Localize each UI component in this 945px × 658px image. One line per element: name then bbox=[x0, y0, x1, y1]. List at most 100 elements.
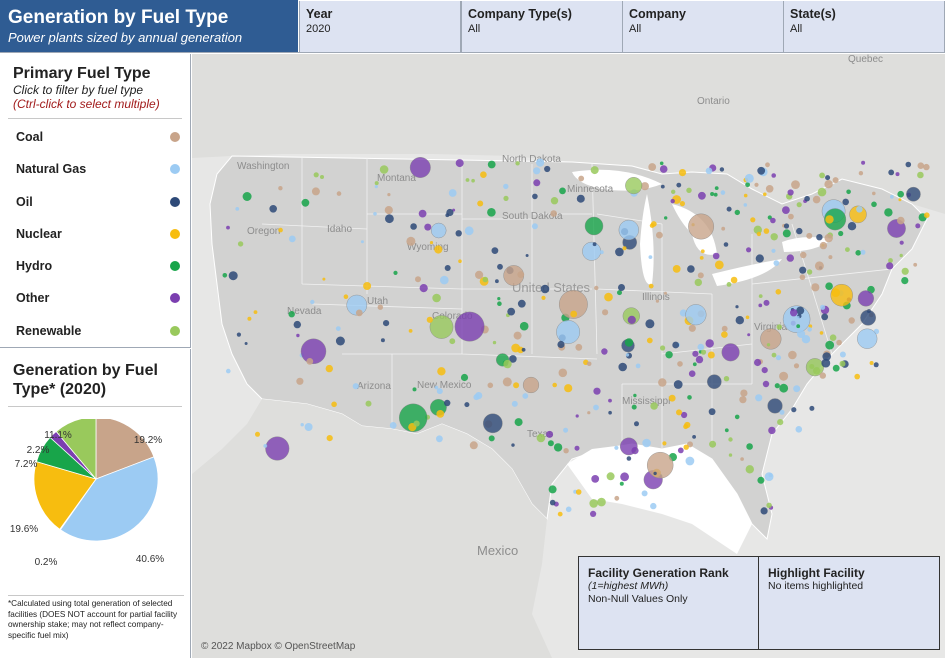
power-plant-marker[interactable] bbox=[899, 240, 904, 245]
power-plant-marker[interactable] bbox=[434, 385, 439, 390]
power-plant-marker[interactable] bbox=[591, 475, 600, 483]
power-plant-marker[interactable] bbox=[825, 282, 833, 290]
power-plant-marker[interactable] bbox=[418, 209, 427, 218]
power-plant-marker[interactable] bbox=[458, 259, 462, 263]
power-plant-marker[interactable] bbox=[647, 452, 674, 479]
power-plant-marker[interactable] bbox=[590, 166, 599, 175]
power-plant-marker[interactable] bbox=[809, 405, 815, 411]
power-plant-marker[interactable] bbox=[587, 411, 591, 415]
power-plant-marker[interactable] bbox=[608, 410, 612, 415]
power-plant-marker[interactable] bbox=[511, 343, 521, 353]
power-plant-marker[interactable] bbox=[393, 270, 398, 275]
company-filter-value[interactable]: All bbox=[629, 23, 642, 35]
power-plant-marker[interactable] bbox=[861, 160, 866, 165]
power-plant-marker[interactable] bbox=[487, 382, 494, 389]
power-plant-marker[interactable] bbox=[437, 367, 446, 376]
power-plant-marker[interactable] bbox=[719, 167, 725, 172]
power-plant-marker[interactable] bbox=[821, 358, 831, 368]
power-plant-marker[interactable] bbox=[860, 249, 866, 255]
power-plant-marker[interactable] bbox=[775, 289, 782, 295]
power-plant-marker[interactable] bbox=[809, 364, 815, 369]
power-plant-marker[interactable] bbox=[771, 173, 776, 178]
power-plant-marker[interactable] bbox=[745, 315, 750, 320]
power-plant-marker[interactable] bbox=[444, 399, 451, 407]
power-plant-marker[interactable] bbox=[869, 361, 874, 365]
power-plant-marker[interactable] bbox=[782, 229, 791, 238]
power-plant-marker[interactable] bbox=[685, 304, 707, 326]
power-plant-marker[interactable] bbox=[712, 252, 720, 260]
power-plant-marker[interactable] bbox=[415, 276, 421, 283]
power-plant-marker[interactable] bbox=[495, 279, 499, 284]
power-plant-marker[interactable] bbox=[426, 316, 433, 323]
power-plant-marker[interactable] bbox=[618, 284, 625, 291]
power-plant-marker[interactable] bbox=[812, 195, 821, 204]
power-plant-marker[interactable] bbox=[455, 230, 462, 237]
power-plant-marker[interactable] bbox=[899, 253, 903, 258]
power-plant-marker[interactable] bbox=[819, 331, 824, 335]
power-plant-marker[interactable] bbox=[660, 184, 665, 189]
power-plant-marker[interactable] bbox=[734, 414, 740, 420]
power-plant-marker[interactable] bbox=[565, 506, 572, 513]
power-plant-marker[interactable] bbox=[796, 202, 802, 208]
power-plant-marker[interactable] bbox=[800, 251, 807, 259]
power-plant-marker[interactable] bbox=[721, 325, 728, 332]
power-plant-marker[interactable] bbox=[765, 162, 770, 168]
power-plant-marker[interactable] bbox=[768, 426, 776, 435]
power-plant-marker[interactable] bbox=[635, 363, 641, 369]
power-plant-marker[interactable] bbox=[360, 240, 364, 244]
power-plant-marker[interactable] bbox=[293, 320, 301, 329]
power-plant-marker[interactable] bbox=[550, 197, 559, 205]
power-plant-marker[interactable] bbox=[796, 324, 801, 329]
power-plant-marker[interactable] bbox=[343, 294, 349, 299]
power-plant-marker[interactable] bbox=[697, 343, 705, 351]
power-plant-marker[interactable] bbox=[678, 169, 687, 177]
power-plant-marker[interactable] bbox=[786, 254, 794, 262]
power-plant-marker[interactable] bbox=[593, 404, 599, 411]
power-plant-marker[interactable] bbox=[355, 309, 363, 317]
power-plant-marker[interactable] bbox=[901, 267, 909, 275]
power-plant-marker[interactable] bbox=[464, 402, 470, 408]
company-type-filter[interactable]: Company Type(s) All bbox=[461, 1, 623, 52]
power-plant-marker[interactable] bbox=[708, 408, 716, 416]
power-plant-marker[interactable] bbox=[888, 169, 895, 176]
pie-slice-coal[interactable] bbox=[95, 419, 155, 480]
power-plant-marker[interactable] bbox=[322, 277, 326, 281]
power-plant-marker[interactable] bbox=[832, 177, 839, 184]
power-plant-marker[interactable] bbox=[278, 186, 283, 191]
power-plant-marker[interactable] bbox=[590, 510, 597, 517]
power-plant-marker[interactable] bbox=[898, 198, 902, 202]
power-plant-marker[interactable] bbox=[697, 272, 704, 279]
power-plant-marker[interactable] bbox=[448, 189, 457, 197]
power-plant-marker[interactable] bbox=[540, 284, 550, 294]
power-plant-marker[interactable] bbox=[645, 319, 655, 329]
power-plant-marker[interactable] bbox=[672, 265, 681, 273]
power-plant-marker[interactable] bbox=[482, 276, 489, 283]
power-plant-marker[interactable] bbox=[740, 389, 748, 397]
power-plant-marker[interactable] bbox=[497, 301, 502, 306]
power-plant-marker[interactable] bbox=[606, 472, 615, 481]
power-plant-marker[interactable] bbox=[819, 172, 825, 179]
power-plant-marker[interactable] bbox=[687, 265, 695, 273]
power-plant-marker[interactable] bbox=[901, 277, 909, 285]
power-plant-marker[interactable] bbox=[617, 290, 622, 296]
power-plant-marker[interactable] bbox=[917, 171, 924, 179]
power-plant-marker[interactable] bbox=[608, 398, 612, 403]
power-plant-marker[interactable] bbox=[235, 207, 240, 211]
power-plant-marker[interactable] bbox=[665, 351, 673, 359]
power-plant-marker[interactable] bbox=[671, 189, 676, 194]
pie-slice-natural-gas[interactable] bbox=[59, 456, 159, 542]
power-plant-marker[interactable] bbox=[626, 456, 632, 461]
power-plant-marker[interactable] bbox=[747, 333, 751, 337]
power-plant-marker[interactable] bbox=[325, 364, 333, 373]
power-plant-marker[interactable] bbox=[515, 161, 520, 166]
power-plant-marker[interactable] bbox=[269, 205, 277, 213]
map-canvas[interactable]: Quebec Ontario North Dakota Minnesota So… bbox=[192, 54, 945, 658]
power-plant-marker[interactable] bbox=[824, 233, 833, 243]
power-plant-marker[interactable] bbox=[558, 368, 568, 378]
power-plant-marker[interactable] bbox=[905, 161, 912, 168]
power-plant-marker[interactable] bbox=[409, 157, 431, 178]
power-plant-marker[interactable] bbox=[745, 182, 750, 188]
power-plant-marker[interactable] bbox=[469, 441, 478, 450]
power-plant-marker[interactable] bbox=[788, 350, 797, 360]
power-plant-marker[interactable] bbox=[570, 310, 578, 318]
